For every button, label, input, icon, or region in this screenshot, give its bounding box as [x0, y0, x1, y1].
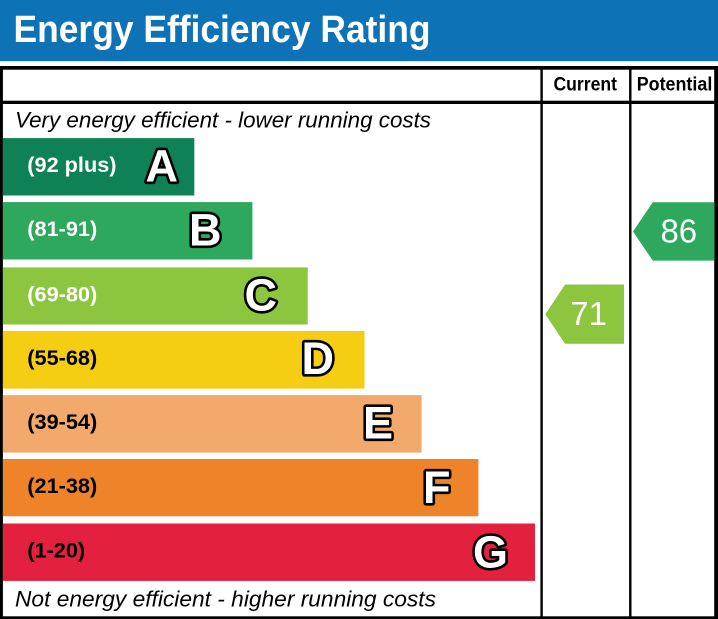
svg-text:Current: Current [553, 73, 617, 95]
svg-text:(81-91): (81-91) [27, 216, 97, 241]
svg-text:86: 86 [660, 213, 697, 250]
svg-text:Energy Efficiency Rating: Energy Efficiency Rating [14, 9, 431, 51]
svg-text:B: B [189, 205, 222, 256]
svg-text:Potential: Potential [637, 73, 713, 95]
svg-text:(39-54): (39-54) [27, 409, 97, 434]
svg-text:71: 71 [570, 295, 607, 332]
svg-text:(21-38): (21-38) [27, 473, 97, 498]
svg-text:(55-68): (55-68) [27, 345, 97, 370]
svg-text:(69-80): (69-80) [27, 281, 97, 306]
svg-text:G: G [473, 526, 508, 577]
svg-text:D: D [302, 333, 335, 384]
svg-text:F: F [423, 462, 451, 513]
svg-text:A: A [145, 140, 178, 191]
svg-text:Very energy efficient - lower: Very energy efficient - lower running co… [15, 108, 431, 133]
svg-text:(1-20): (1-20) [27, 538, 85, 563]
svg-text:(92 plus): (92 plus) [27, 152, 116, 177]
svg-text:E: E [363, 397, 393, 448]
svg-text:Not energy efficient - higher: Not energy efficient - higher running co… [15, 586, 436, 611]
svg-text:C: C [244, 270, 277, 321]
